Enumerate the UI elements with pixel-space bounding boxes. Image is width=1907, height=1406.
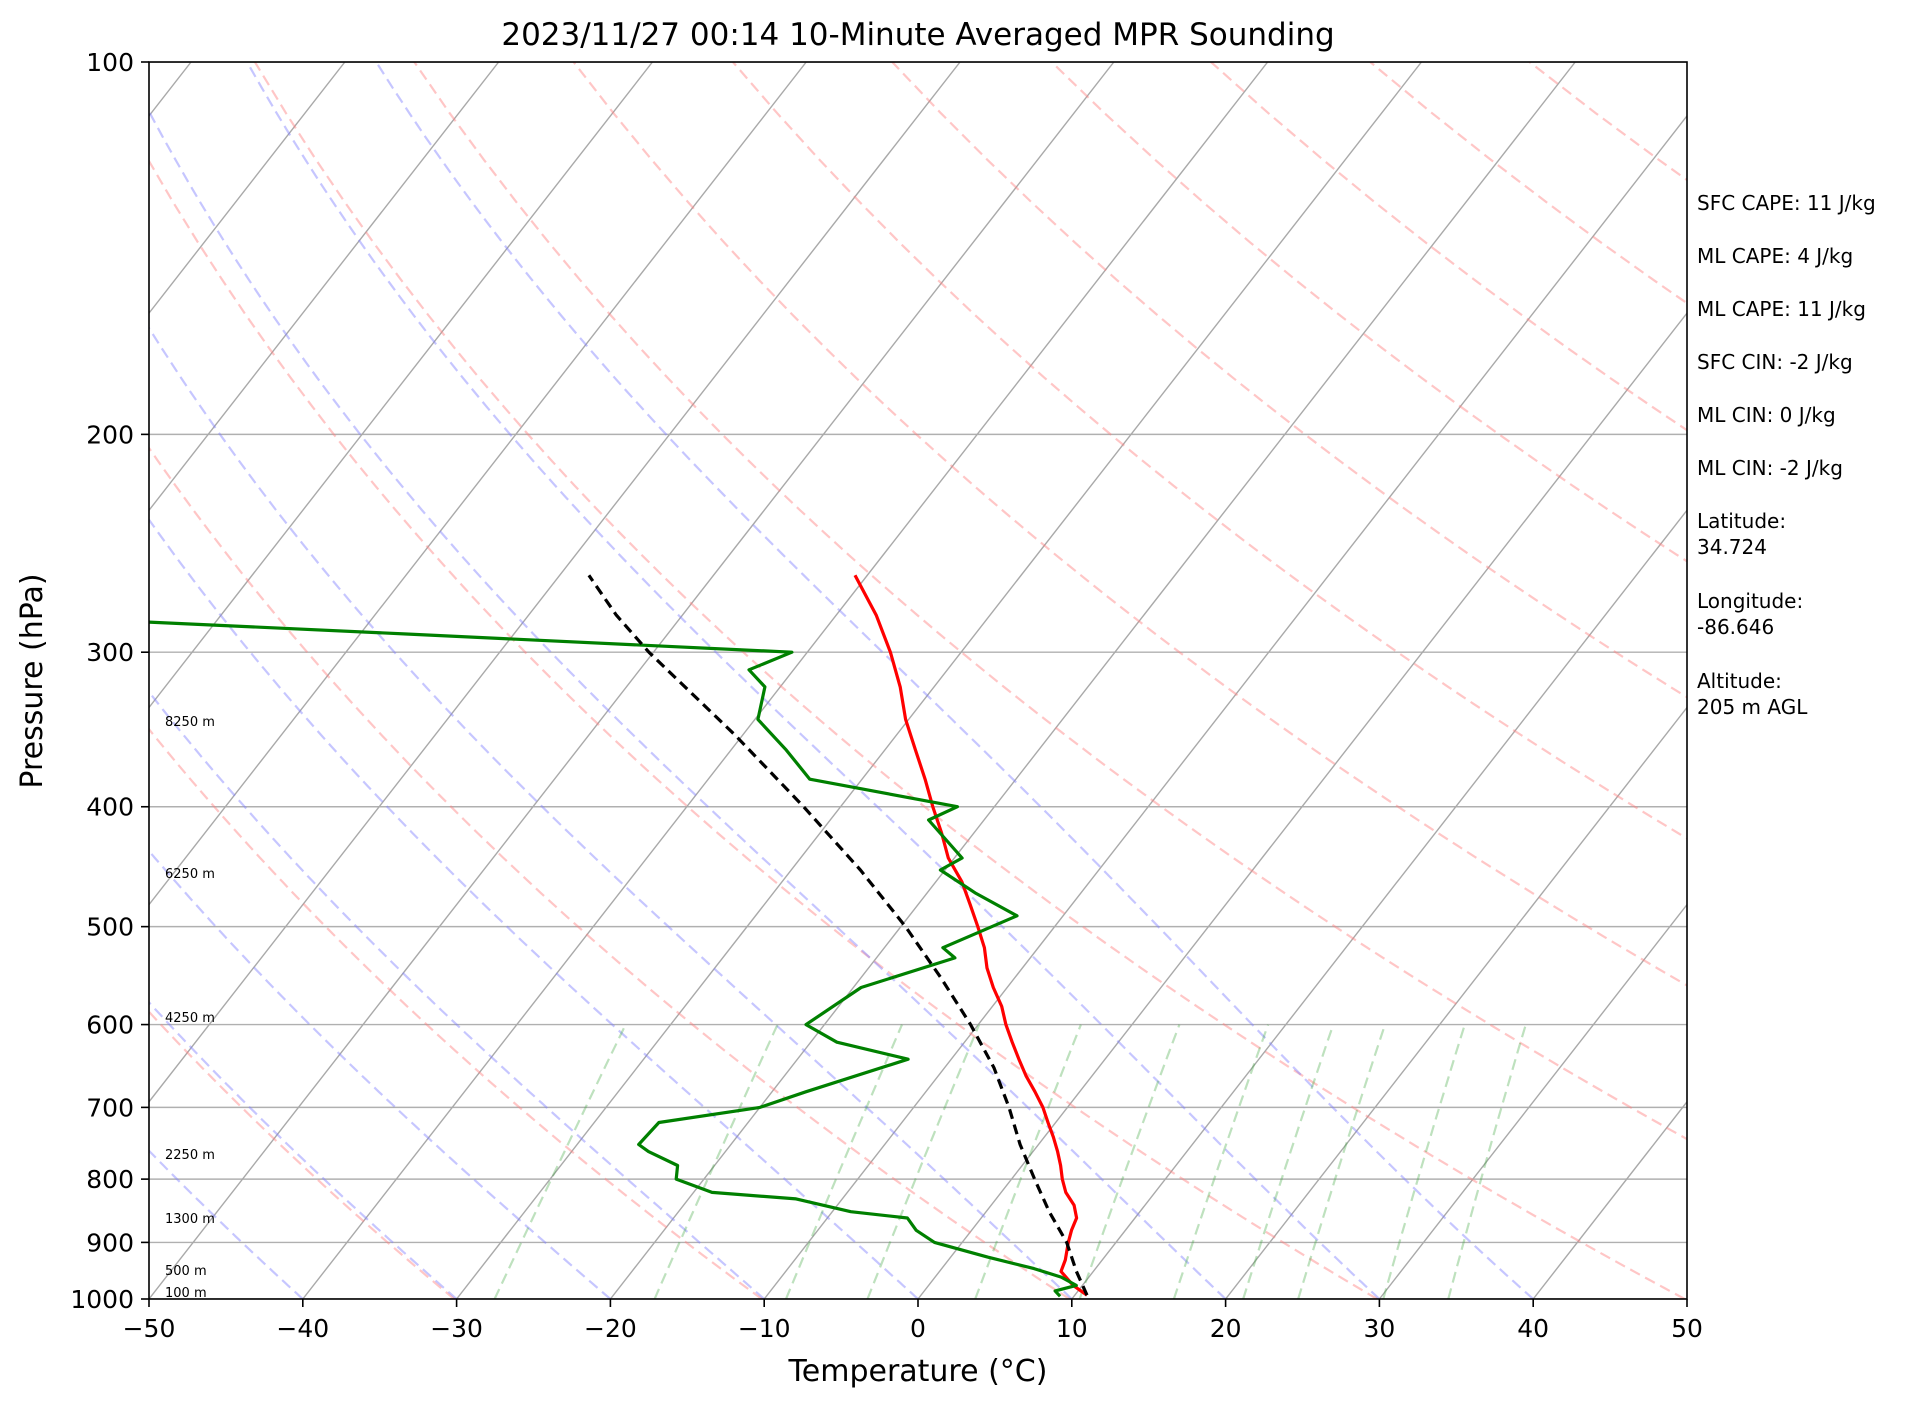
- moist-adiabat: [149, 517, 919, 1299]
- y-tick-label: 1000: [70, 1285, 134, 1314]
- dewpoint-line: [149, 620, 1078, 1298]
- y-tick-label: 700: [86, 1093, 134, 1122]
- height-label: 8250 m: [165, 715, 215, 730]
- x-tick-label: −40: [276, 1314, 329, 1343]
- temperature-line: [853, 574, 1088, 1297]
- mixing-ratio-lines: [493, 1024, 1527, 1299]
- mixing-ratio-line: [1297, 1024, 1387, 1299]
- dry-adiabat: [149, 446, 1071, 1299]
- mixing-ratio-line: [1382, 1024, 1466, 1299]
- sounding-stats: SFC CAPE: 11 J/kg ML CAPE: 4 J/kg ML CAPE:…: [1697, 191, 1876, 719]
- isotherm-line: [149, 62, 346, 315]
- y-tick-label: 600: [86, 1011, 134, 1040]
- x-tick-label: −20: [584, 1314, 637, 1343]
- stat-text: SFC CAPE: 11 J/kg: [1697, 191, 1876, 215]
- x-axis-title: Temperature (°C): [788, 1354, 1048, 1389]
- height-label: 1300 m: [165, 1212, 215, 1227]
- stat-text: ML CAPE: 11 J/kg: [1697, 297, 1866, 321]
- dry-adiabat: [572, 62, 1687, 987]
- isotherm-grid: [149, 62, 1687, 1299]
- height-label: 4250 m: [165, 1011, 215, 1026]
- isotherm-line: [917, 311, 1687, 1299]
- x-tick-label: 0: [910, 1314, 926, 1343]
- x-tick-label: 20: [1210, 1314, 1242, 1343]
- moist-adiabat: [246, 62, 1381, 1299]
- isotherm-line: [149, 62, 961, 1103]
- y-tick-label: 100: [86, 48, 134, 77]
- y-tick-label: 800: [86, 1165, 134, 1194]
- stat-text: ML CIN: -2 J/kg: [1697, 456, 1843, 480]
- isotherm-line: [149, 62, 807, 906]
- height-label: 6250 m: [165, 867, 215, 882]
- moist-adiabat: [149, 1149, 304, 1299]
- stat-text: Altitude: 205 m AGL: [1697, 669, 1808, 719]
- dry-adiabat: [149, 727, 763, 1299]
- stat-text: SFC CIN: -2 J/kg: [1697, 350, 1853, 374]
- mixing-ratio-line: [784, 1024, 904, 1299]
- isotherm-line: [149, 62, 654, 709]
- x-tick-label: −10: [738, 1314, 791, 1343]
- sounding-profiles: [149, 574, 1089, 1298]
- isotherm-line: [609, 62, 1576, 1299]
- dry-adiabat: [413, 62, 1687, 1141]
- chart-title: 2023/11/27 00:14 10-Minute Averaged MPR …: [501, 17, 1334, 53]
- moist-adiabat: [149, 690, 765, 1299]
- isotherm-line: [302, 62, 1269, 1299]
- mixing-ratio-line: [493, 1024, 627, 1299]
- mixing-ratio-line: [1172, 1024, 1270, 1299]
- moist-adiabat: [375, 62, 1534, 1299]
- moist-adiabat: [149, 326, 1073, 1299]
- isotherm-line: [763, 114, 1687, 1299]
- isotherm-line: [1378, 903, 1687, 1299]
- height-label: 500 m: [165, 1264, 207, 1279]
- x-axis-ticks: −50 −40 −30 −20 −10 0 10 20 30 40 50: [123, 1299, 1703, 1343]
- height-label: 2250 m: [165, 1148, 215, 1163]
- y-tick-label: 900: [86, 1228, 134, 1257]
- height-labels: 8250 m 6250 m 4250 m 2250 m 1300 m 500 m 100 m: [165, 715, 215, 1301]
- isotherm-line: [149, 62, 1115, 1299]
- isobar-grid: [149, 62, 1687, 1299]
- x-tick-label: 50: [1671, 1314, 1703, 1343]
- stat-text: ML CIN: 0 J/kg: [1697, 403, 1836, 427]
- x-tick-label: 30: [1363, 1314, 1395, 1343]
- isotherm-line: [456, 62, 1423, 1299]
- y-tick-label: 400: [86, 793, 134, 822]
- y-tick-label: 500: [86, 913, 134, 942]
- isotherm-line: [1071, 509, 1687, 1299]
- dry-adiabat: [1050, 62, 1687, 563]
- mixing-ratio-line: [974, 1024, 1082, 1299]
- stat-text: Longitude: -86.646: [1697, 589, 1803, 639]
- mixing-ratio-line: [866, 1024, 981, 1299]
- parcel-line: [587, 574, 1089, 1296]
- mixing-ratio-line: [1447, 1024, 1527, 1299]
- mixing-ratio-line: [653, 1024, 779, 1299]
- y-axis-title: Pressure (hPa): [15, 573, 50, 788]
- x-tick-label: −50: [123, 1314, 176, 1343]
- stat-text: ML CAPE: 4 J/kg: [1697, 244, 1853, 268]
- stat-text: Latitude: 34.724: [1697, 509, 1786, 559]
- y-tick-label: 200: [86, 420, 134, 449]
- dry-adiabat: [253, 62, 1686, 1299]
- y-axis-ticks: 100 200 300 400 500 600 700 800 900 1000: [70, 48, 149, 1314]
- mixing-ratio-line: [1078, 1024, 1181, 1299]
- height-label: 100 m: [165, 1286, 207, 1301]
- y-tick-label: 300: [86, 638, 134, 667]
- x-tick-label: −30: [430, 1314, 483, 1343]
- isotherm-line: [149, 62, 500, 512]
- isotherm-line: [1225, 706, 1687, 1299]
- mixing-ratio-line: [1242, 1024, 1335, 1299]
- x-tick-label: 10: [1056, 1314, 1088, 1343]
- x-tick-label: 40: [1517, 1314, 1549, 1343]
